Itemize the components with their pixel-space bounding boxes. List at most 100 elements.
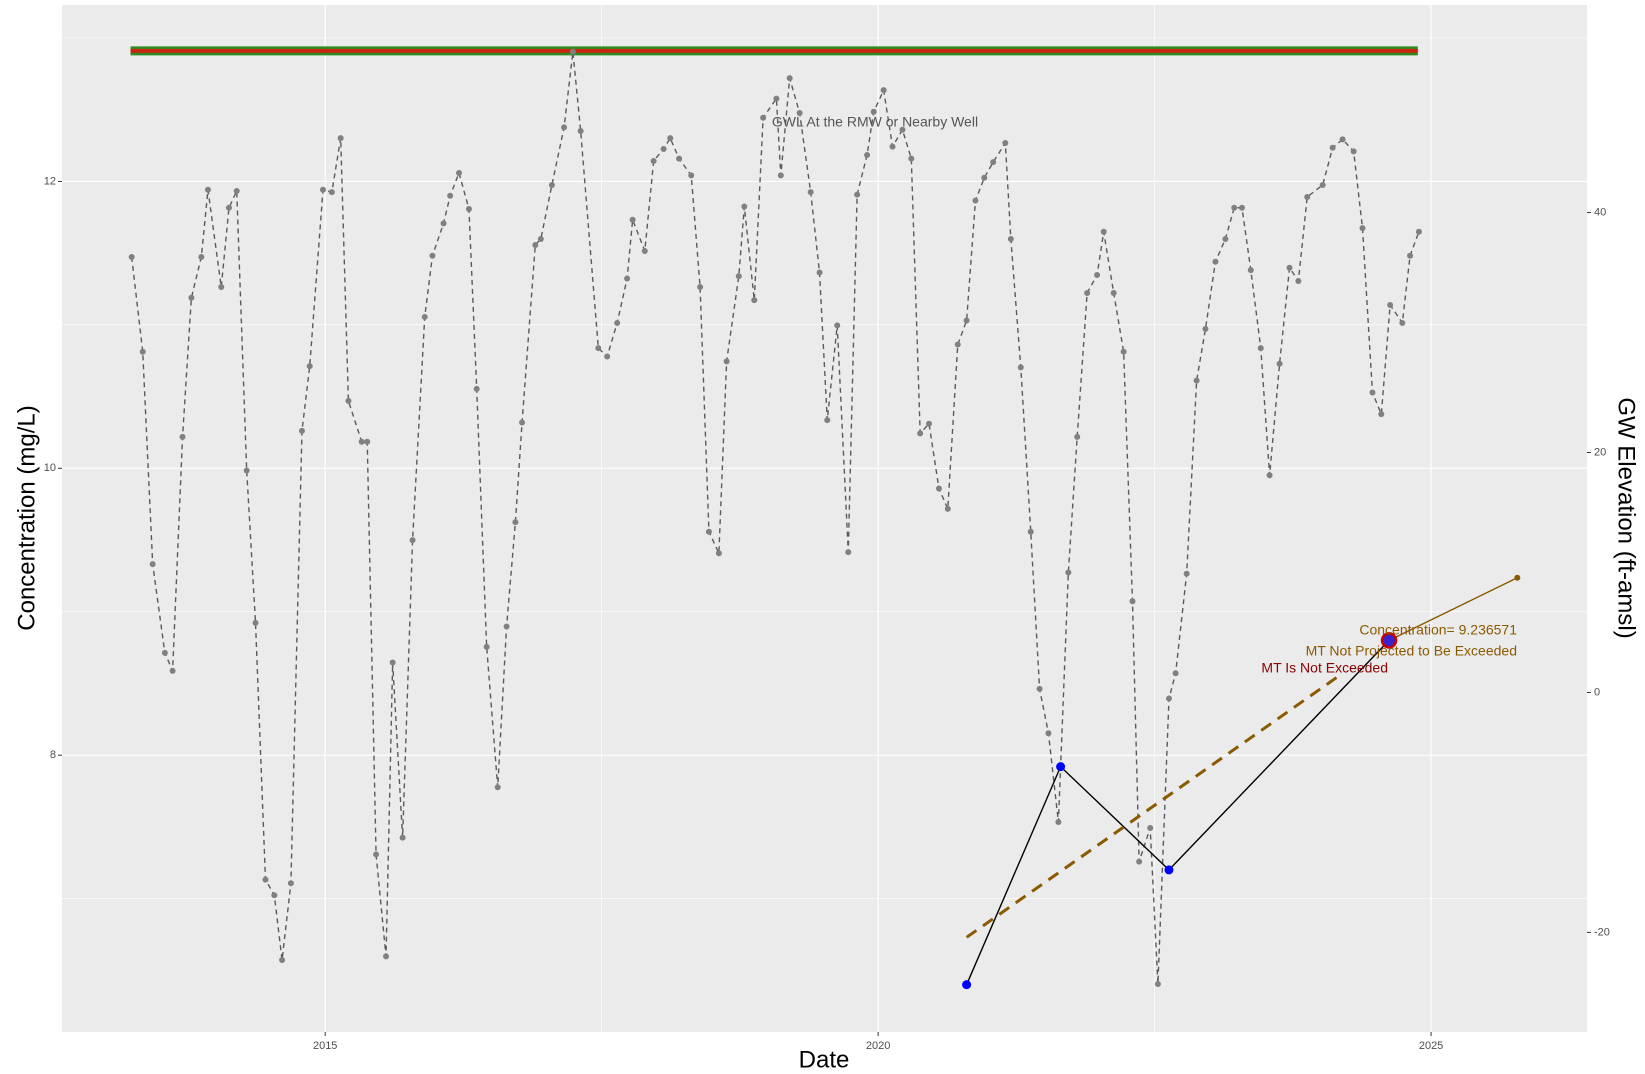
annotation: GWL At the RMW or Nearby Well [772, 114, 978, 130]
data-point [494, 784, 501, 791]
data-point [179, 433, 186, 440]
data-point [1202, 325, 1209, 332]
data-point [1129, 598, 1136, 605]
data-point [807, 189, 814, 196]
data-point [1212, 258, 1219, 265]
data-point [824, 417, 831, 424]
data-point [595, 345, 602, 352]
data-point [899, 126, 906, 133]
data-point [421, 313, 428, 320]
data-point [262, 876, 269, 883]
data-point [676, 155, 683, 162]
data-point [697, 283, 704, 290]
y2-tick-label: 40 [1594, 206, 1606, 218]
data-point [990, 159, 997, 166]
data-point [1136, 858, 1143, 865]
data-point [624, 275, 631, 282]
x-tick-label: 2015 [313, 1040, 337, 1052]
data-point [1286, 264, 1293, 271]
data-point [1002, 139, 1009, 146]
plot-panel [62, 5, 1587, 1032]
annotation: MT Not Projected to Be Exceeded [1306, 643, 1517, 659]
data-point [1165, 695, 1172, 702]
data-point [1387, 301, 1394, 308]
data-point [383, 953, 390, 960]
data-point [364, 438, 371, 445]
data-point [1266, 472, 1273, 479]
data-point [604, 353, 611, 360]
data-point [1319, 181, 1326, 188]
data-point [389, 659, 396, 666]
data-point [735, 273, 742, 280]
data-point [705, 528, 712, 535]
data-point [870, 108, 877, 115]
data-point [880, 87, 887, 94]
data-point [298, 427, 305, 434]
data-point [760, 114, 767, 121]
data-point [440, 220, 447, 227]
data-point [972, 197, 979, 204]
data-point [773, 95, 780, 102]
y2-axis-label: GW Elevation (ft-amsl) [1613, 397, 1640, 638]
data-point [1231, 204, 1238, 211]
data-point [271, 892, 278, 899]
data-point [1407, 252, 1414, 259]
data-point [614, 319, 621, 326]
y-tick-label: 10 [44, 462, 56, 474]
data-point [218, 283, 225, 290]
data-point [399, 834, 406, 841]
data-point [1084, 289, 1091, 296]
data-point [1238, 204, 1245, 211]
data-point [926, 420, 933, 427]
data-point [816, 269, 823, 276]
data-point [1222, 235, 1229, 242]
data-point [1369, 389, 1376, 396]
data-point [1055, 819, 1062, 826]
data-point [1276, 360, 1283, 367]
series-line [130, 51, 1420, 985]
data-point [1100, 228, 1107, 235]
data-point [944, 505, 951, 512]
data-point [796, 109, 803, 116]
data-point [963, 317, 970, 324]
x-axis-label: Date [799, 1046, 850, 1073]
data-point [1007, 235, 1014, 242]
y-tick-label: 12 [44, 175, 56, 187]
data-point [1295, 277, 1302, 284]
y-tick-label: 8 [50, 749, 56, 761]
data-point [667, 135, 674, 142]
y-axis-label: Concentration (mg/L) [13, 405, 40, 630]
data-point [751, 297, 758, 304]
data-point [577, 127, 584, 134]
annotation: Concentration= 9.236571 [1359, 622, 1517, 638]
data-point [306, 363, 313, 370]
data-point [1120, 348, 1127, 355]
data-point [128, 253, 135, 260]
data-point [409, 537, 416, 544]
data-point [1247, 267, 1254, 274]
data-point [864, 151, 871, 158]
data-point [1036, 685, 1043, 692]
data-point [1183, 570, 1190, 577]
data-point [512, 519, 519, 526]
data-point [345, 397, 352, 404]
data-point [233, 187, 240, 194]
data-point [1074, 433, 1081, 440]
annotation: MT Is Not Exceeded [1261, 660, 1388, 676]
data-point [1017, 364, 1024, 371]
data-point [660, 145, 667, 152]
data-point [1399, 319, 1406, 326]
data-point [465, 205, 472, 212]
data-point [854, 191, 861, 198]
data-point [1045, 730, 1052, 737]
data-point [537, 235, 544, 242]
data-point [532, 241, 539, 248]
data-point [1110, 289, 1117, 296]
data-point [1378, 411, 1385, 418]
data-point [1147, 825, 1154, 832]
x-tick-label: 2025 [1419, 1040, 1443, 1052]
y2-tick-label: -20 [1594, 926, 1610, 938]
data-point [429, 252, 436, 259]
data-point [1154, 981, 1161, 988]
